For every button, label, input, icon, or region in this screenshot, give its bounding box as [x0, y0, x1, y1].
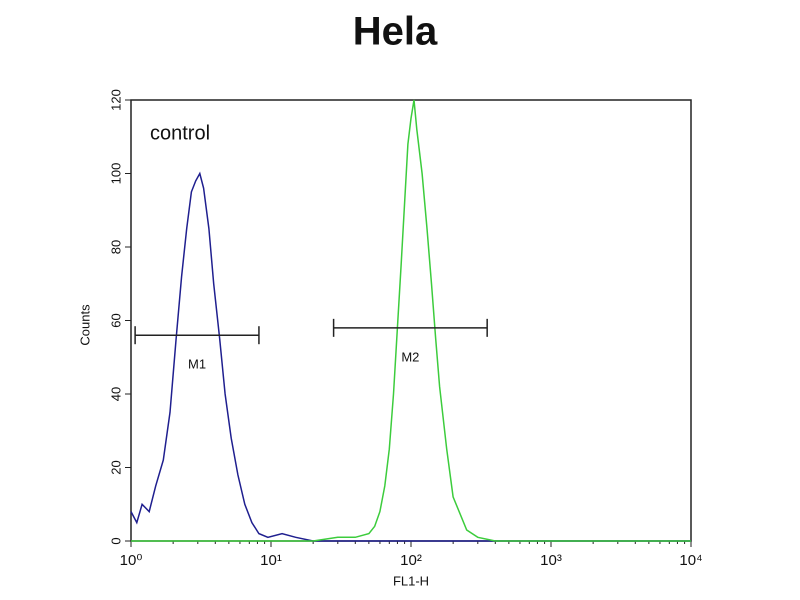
x-tick-label: 10⁴ — [679, 552, 702, 569]
marker-label: M2 — [401, 349, 419, 364]
y-axis-label: Counts — [77, 304, 92, 346]
y-tick-label: 120 — [108, 89, 123, 111]
x-tick-label: 10² — [400, 552, 422, 569]
y-tick-label: 80 — [108, 240, 123, 254]
x-tick-label: 10⁰ — [120, 552, 143, 569]
annotation: control — [150, 122, 210, 144]
x-axis-label: FL1-H — [393, 573, 429, 588]
y-tick-label: 60 — [108, 313, 123, 327]
y-tick-label: 0 — [108, 537, 123, 544]
y-tick-label: 20 — [108, 460, 123, 474]
y-tick-label: 40 — [108, 387, 123, 401]
x-tick-label: 10¹ — [260, 552, 282, 569]
marker-label: M1 — [188, 357, 206, 372]
x-tick-label: 10³ — [540, 552, 562, 569]
plot-frame — [130, 99, 692, 542]
y-tick-label: 100 — [108, 163, 123, 185]
chart-title: Hela — [353, 10, 438, 54]
histogram-line — [131, 99, 691, 542]
